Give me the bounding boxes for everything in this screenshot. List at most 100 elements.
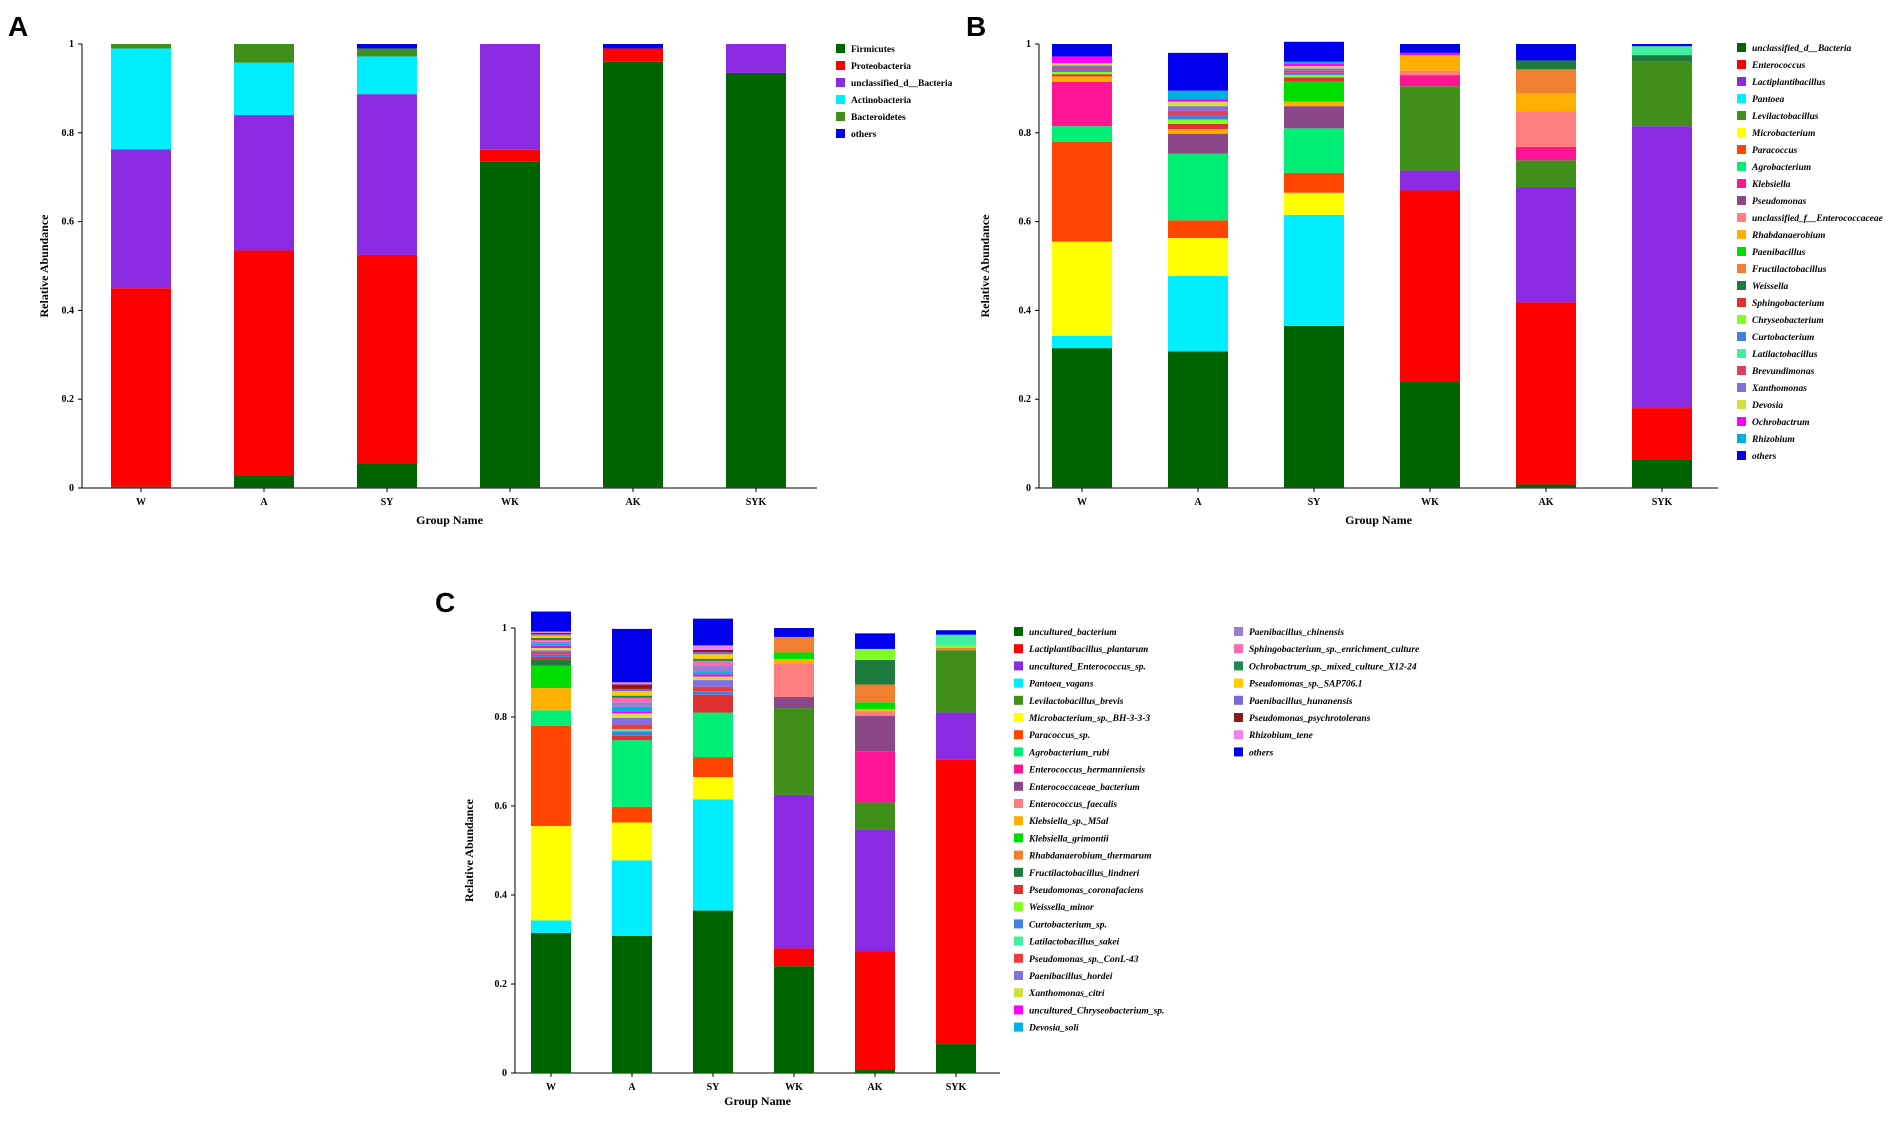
bar-segment-a-4 — [234, 44, 294, 63]
x-tick-label: SY — [1308, 497, 1322, 508]
legend-label: Chryseobacterium — [1752, 316, 1824, 326]
legend-label: Agrobacterium_rubi — [1028, 748, 1110, 758]
y-tick-label: 0.8 — [1019, 128, 1032, 139]
legend-swatch — [1737, 247, 1746, 256]
bar-segment-ak-0 — [1516, 484, 1576, 488]
legend-label: Paenibacillus_hunanensis — [1249, 697, 1353, 707]
legend-swatch — [1737, 315, 1746, 324]
y-tick-label: 1 — [1026, 39, 1031, 50]
legend-label: Devosia_soli — [1028, 1024, 1079, 1034]
bar-segment-wk-0 — [480, 161, 540, 488]
legend-label: unclassified_d__Bacteria — [851, 79, 953, 89]
legend-label: Xanthomonas_citri — [1028, 989, 1105, 999]
bar-segment-w-6 — [531, 725, 571, 827]
bar-segment-w-24 — [531, 641, 571, 644]
legend-swatch — [1737, 162, 1746, 171]
y-tick-label: 0 — [1026, 483, 1031, 494]
bar-segment-w-7 — [1052, 126, 1112, 142]
bar-segment-a-6 — [612, 806, 652, 823]
bar-segment-sy-5 — [1284, 192, 1344, 215]
legend-label: Firmicutes — [851, 45, 895, 55]
bar-segment-ak-31 — [855, 633, 895, 649]
bar-segment-w-31 — [531, 611, 571, 632]
bar-segment-sy-6 — [1284, 172, 1344, 193]
bar-segment-w-22 — [1052, 56, 1112, 64]
legend-label: uncultured_Enterococcus_sp. — [1029, 662, 1146, 672]
bar-segment-sy-27 — [693, 654, 733, 659]
y-tick-label: 0.8 — [495, 712, 508, 723]
x-tick-label: SY — [707, 1082, 721, 1093]
bar-segment-a-22 — [612, 711, 652, 714]
bar-segment-sy-26 — [693, 658, 733, 661]
bar-segment-a-26 — [612, 695, 652, 698]
bar-segment-w-6 — [1052, 141, 1112, 242]
bar-segment-a-0 — [234, 475, 294, 488]
legend-swatch — [1014, 885, 1023, 894]
y-tick-label: 0.4 — [495, 890, 508, 901]
y-axis-title: Relative Abundance — [978, 214, 992, 318]
bar-segment-ak-4 — [855, 802, 895, 830]
bar-segment-syk-2 — [936, 712, 976, 760]
bar-segment-ak-0 — [855, 1069, 895, 1073]
bar-segment-ak-2 — [1516, 186, 1576, 303]
legend-swatch — [1737, 434, 1746, 443]
legend-swatch — [1014, 988, 1023, 998]
bar-segment-w-16 — [1052, 71, 1112, 75]
bar-segment-sy-23 — [1284, 61, 1344, 64]
bar-segment-sy-17 — [1284, 72, 1344, 76]
bar-segment-a-19 — [1168, 110, 1228, 116]
bar-segment-sy-1 — [357, 254, 417, 464]
legend-label: Bacteroidetes — [851, 113, 906, 123]
legend-label: Pseudomonas_coronafaciens — [1029, 886, 1144, 896]
legend-label: Paracoccus — [1752, 146, 1798, 156]
legend-swatch — [1737, 264, 1746, 273]
legend-label: Fructilactobacillus_lindneri — [1028, 869, 1140, 879]
x-tick-label: WK — [501, 497, 519, 508]
legend-swatch — [1014, 1005, 1023, 1015]
y-tick-label: 0.2 — [1019, 394, 1032, 405]
legend-swatch — [1014, 661, 1023, 671]
bar-segment-w-12 — [531, 665, 571, 689]
bar-segment-sy-21 — [1284, 66, 1344, 69]
legend-label: Rhabdanaerobium — [1751, 231, 1825, 241]
legend-swatch — [1737, 400, 1746, 409]
legend-swatch — [1014, 902, 1023, 912]
bar-segment-wk-2 — [1400, 170, 1460, 191]
bar-segment-a-9 — [1168, 133, 1228, 154]
bar-segment-ak-12 — [855, 702, 895, 709]
x-tick-label: W — [1077, 497, 1087, 508]
bar-segment-a-25 — [612, 697, 652, 703]
x-tick-label: SYK — [746, 497, 767, 508]
y-tick-label: 0.2 — [495, 979, 508, 990]
bar-segment-sy-5 — [357, 44, 417, 49]
bar-segment-w-0 — [1052, 348, 1112, 488]
bar-segment-w-14 — [531, 659, 571, 666]
x-tick-label: W — [546, 1082, 556, 1093]
bar-segment-w-22 — [531, 645, 571, 649]
legend-swatch — [836, 112, 845, 121]
bar-segment-a-5 — [612, 822, 652, 861]
legend-label: Paenibacillus_chinensis — [1249, 628, 1344, 638]
y-tick-label: 0.6 — [495, 801, 508, 812]
legend-swatch — [1234, 644, 1243, 654]
legend-swatch — [1014, 781, 1023, 791]
legend-swatch — [1014, 799, 1023, 808]
legend-swatch — [1234, 695, 1243, 705]
bar-segment-ak-14 — [855, 660, 895, 685]
y-tick-label: 0.8 — [62, 128, 75, 139]
bar-segment-syk-4 — [936, 650, 976, 713]
bar-segment-w-4 — [111, 44, 171, 49]
bar-segment-w-7 — [531, 710, 571, 726]
legend-swatch — [1737, 94, 1746, 103]
bar-segment-a-31 — [612, 628, 652, 683]
bar-segment-wk-11 — [1400, 55, 1460, 71]
y-tick-label: 0.4 — [1019, 305, 1032, 316]
bar-segment-w-23 — [531, 643, 571, 646]
panel-c-chart: 0 0.2 0.4 0.6 0.8 1 Relative Abundance W A SY WK AK… — [462, 611, 1420, 1108]
bar-segment-wk-2 — [774, 794, 814, 949]
legend-swatch — [1014, 816, 1023, 826]
legend-swatch — [1737, 196, 1746, 205]
bar-segment-sy-0 — [1284, 325, 1344, 488]
legend-label: others — [851, 130, 877, 140]
bar-segment-syk-0 — [726, 72, 786, 489]
